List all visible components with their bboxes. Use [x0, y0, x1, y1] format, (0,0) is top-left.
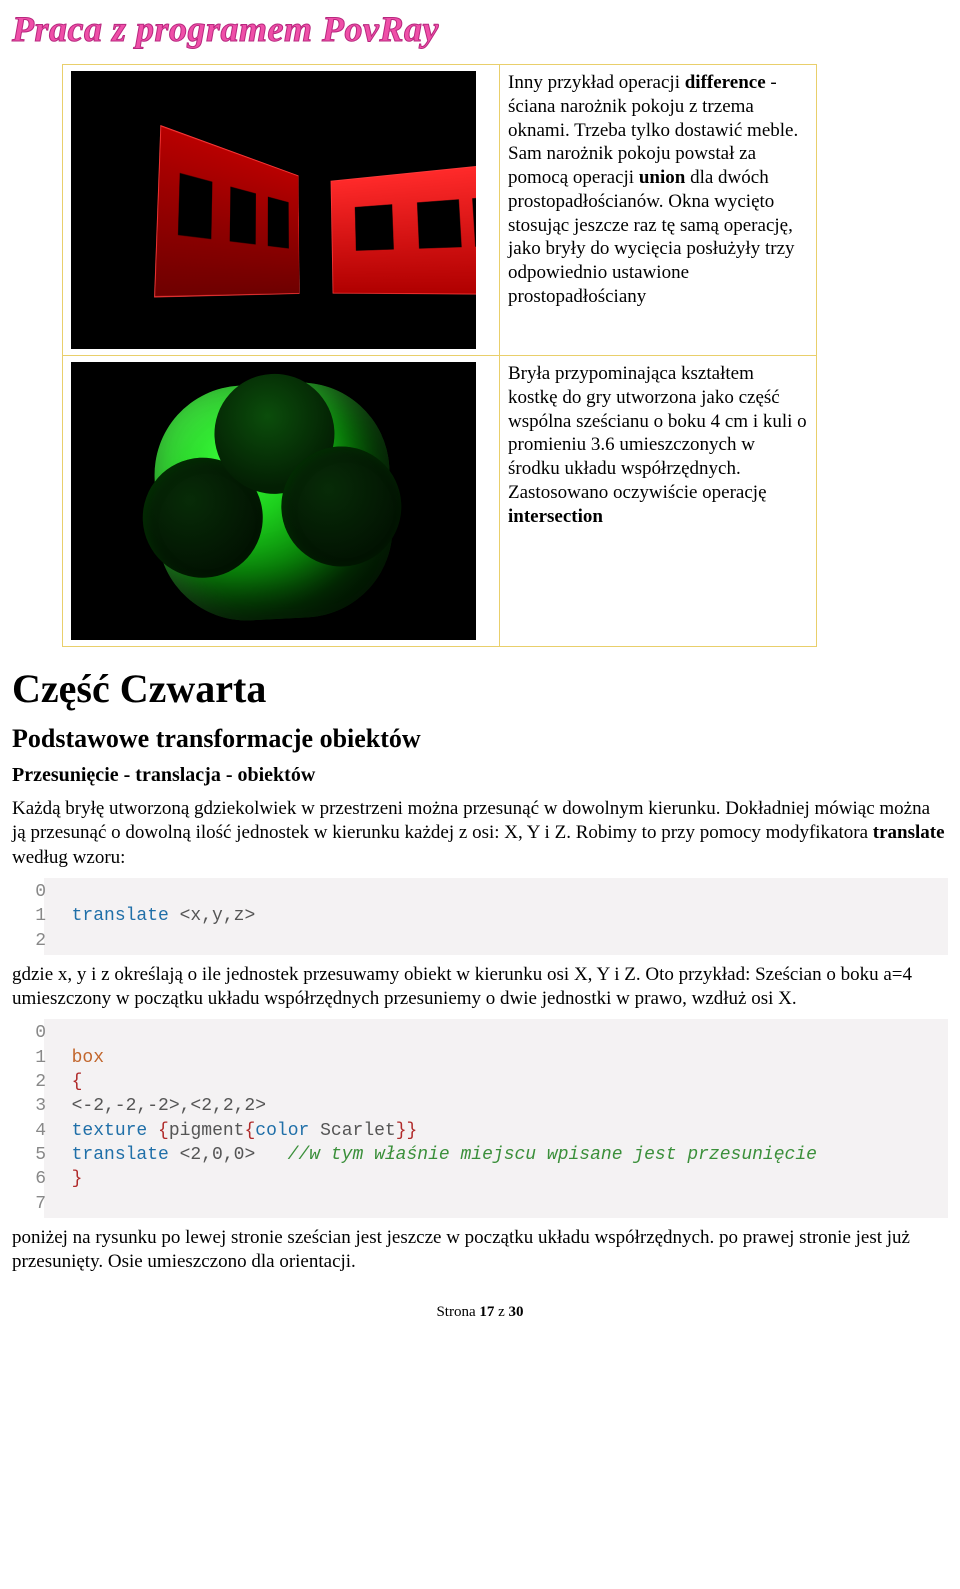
- desc-cell-room: Inny przykład operacji difference - ścia…: [500, 65, 817, 356]
- table-row: Bryła przypominająca kształtem kostkę do…: [63, 356, 817, 647]
- subsubsection-heading: Przesunięcie - translacja - obiektów: [12, 764, 948, 787]
- page-title: Praca z programem PovRay: [12, 8, 948, 50]
- code-block-2: 0 1 box2 {3 <-2,-2,-2>,<2,2,2>4 texture …: [12, 1019, 948, 1217]
- text: Bryła przypominająca kształtem kostkę do…: [508, 363, 807, 503]
- text: według wzoru:: [12, 847, 125, 868]
- table-row: Inny przykład operacji difference - ścia…: [63, 65, 817, 356]
- examples-table: Inny przykład operacji difference - ścia…: [62, 64, 817, 647]
- subsection-heading: Podstawowe transformacje obiektów: [12, 724, 948, 754]
- footer-label: Strona: [436, 1304, 479, 1320]
- paragraph: gdzie x, y i z określają o ile jednostek…: [12, 963, 948, 1012]
- text: Inny przykład operacji: [508, 72, 685, 93]
- text: Każdą bryłę utworzoną gdziekolwiek w prz…: [12, 798, 930, 843]
- code-block-1: 0 1 translate <x,y,z>2: [12, 878, 948, 955]
- render-cell-room: [63, 65, 500, 356]
- keyword-intersection: intersection: [508, 506, 603, 527]
- render-cell-dice: [63, 356, 500, 647]
- room-render: [71, 71, 476, 349]
- section-heading: Część Czwarta: [12, 665, 948, 712]
- paragraph: Każdą bryłę utworzoną gdziekolwiek w prz…: [12, 797, 948, 870]
- page-footer: Strona 17 z 30: [12, 1304, 948, 1321]
- page-total: 30: [509, 1304, 524, 1320]
- keyword-difference: difference: [685, 72, 766, 93]
- footer-label: z: [498, 1304, 508, 1320]
- desc-cell-dice: Bryła przypominająca kształtem kostkę do…: [500, 356, 817, 647]
- page-number: 17: [479, 1304, 494, 1320]
- dice-render: [71, 362, 476, 640]
- paragraph: poniżej na rysunku po lewej stronie sześ…: [12, 1226, 948, 1275]
- keyword-union: union: [639, 167, 685, 188]
- keyword-translate: translate: [873, 822, 945, 843]
